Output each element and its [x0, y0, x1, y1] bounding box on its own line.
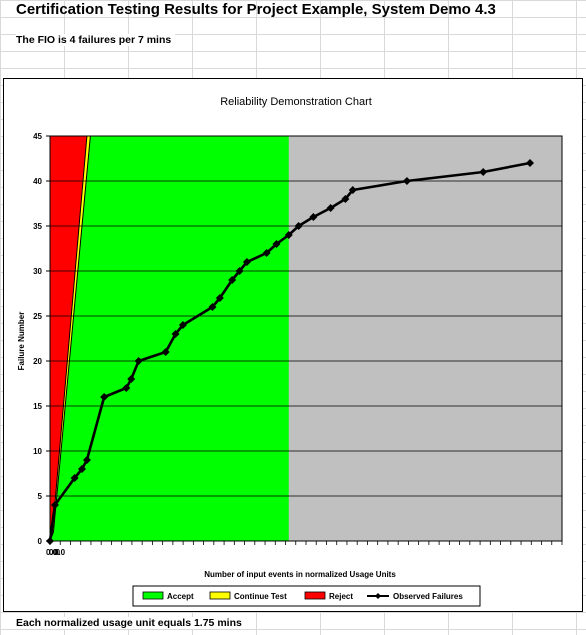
- legend-observed-swatch-marker: [375, 593, 381, 599]
- data-point: [208, 303, 217, 311]
- legend-observed-label: Observed Failures: [393, 592, 463, 601]
- data-point: [479, 168, 488, 176]
- y-tick-label: 45: [33, 132, 42, 141]
- y-tick-label: 25: [33, 312, 42, 321]
- data-point: [78, 465, 86, 473]
- data-point: [46, 537, 54, 545]
- data-point: [100, 393, 109, 401]
- data-point: [284, 231, 293, 239]
- data-point: [294, 222, 303, 230]
- data-point: [215, 294, 224, 302]
- data-point: [242, 258, 251, 266]
- legend-continue-test-swatch: [209, 591, 231, 600]
- y-axis-label: Failure Number: [17, 312, 26, 371]
- data-point: [262, 249, 271, 257]
- data-point: [235, 267, 244, 275]
- data-point: [402, 177, 411, 185]
- continue-test-region: [50, 136, 91, 541]
- data-point: [127, 375, 136, 383]
- accept-region: [50, 136, 289, 541]
- data-point: [50, 501, 59, 509]
- legend-continue-test-label: Continue Test: [234, 592, 287, 601]
- y-tick-label: 40: [33, 177, 42, 186]
- data-point: [348, 186, 357, 194]
- y-tick-label: 5: [38, 492, 43, 501]
- data-point: [82, 456, 91, 464]
- page-title: Certification Testing Results for Projec…: [16, 1, 496, 18]
- y-tick-label: 0: [38, 537, 43, 546]
- y-tick-label: 35: [33, 222, 42, 231]
- data-point: [228, 276, 237, 284]
- data-point: [70, 474, 79, 482]
- data-point: [171, 330, 180, 338]
- chart-title: Reliability Demonstration Chart: [220, 96, 372, 108]
- legend: Accept Continue Test Reject Observed Failur…: [132, 585, 481, 607]
- legend-reject-label: Reject: [329, 592, 353, 601]
- usage-unit-note: Each normalized usage unit equals 1.75 m…: [16, 617, 246, 629]
- x-tick-label: 0.0: [54, 548, 66, 557]
- observed-failures-line: [48, 161, 531, 542]
- legend-accept-label: Accept: [167, 592, 194, 601]
- reliability-demonstration-chart: Reliability Demonstration Chart Failure …: [17, 96, 563, 607]
- data-point: [178, 321, 187, 329]
- y-tick-label: 15: [33, 402, 42, 411]
- data-point: [272, 240, 281, 248]
- y-tick-label: 10: [33, 447, 42, 456]
- x-axis-label: Number of input events in normalized Usa…: [204, 570, 396, 579]
- y-tick-label: 20: [33, 357, 42, 366]
- data-point: [134, 357, 143, 365]
- data-point: [122, 384, 131, 392]
- data-point: [341, 195, 350, 203]
- data-point: [526, 159, 534, 167]
- fio-statement: The FIO is 4 failures per 7 mins: [16, 34, 176, 46]
- x-tick-label: 0.0: [46, 548, 58, 557]
- legend-reject-swatch: [304, 591, 326, 600]
- legend-accept-swatch: [142, 591, 164, 600]
- data-point: [326, 204, 335, 212]
- data-point: [309, 213, 318, 221]
- y-tick-label: 30: [33, 267, 42, 276]
- x-tick-label: 0.0: [49, 548, 61, 557]
- chart-area[interactable]: Reliability Demonstration Chart Failure …: [3, 78, 583, 612]
- data-point: [161, 348, 170, 356]
